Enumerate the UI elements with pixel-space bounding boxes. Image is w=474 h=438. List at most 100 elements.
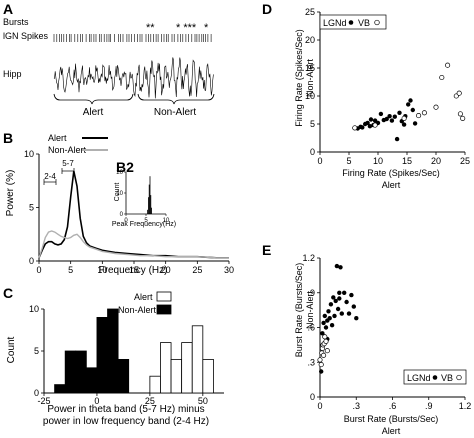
scatter-point-lgnd [327, 316, 332, 321]
x-tick-label: .3 [352, 401, 360, 411]
scatter-point-lgnd [338, 265, 343, 270]
panel-d-ylabel-line2: Non-Alert [305, 58, 315, 97]
scatter-point-vb [324, 348, 330, 354]
panel-b2-ylabel: Count [114, 183, 121, 202]
x-tick-label: 25 [460, 156, 470, 166]
x-tick-label: 25 [145, 396, 155, 406]
panel-c-legend: Alert Non-Alert [118, 291, 172, 315]
histogram-bar [151, 207, 152, 214]
panel-d-legend: LGNd VB [319, 14, 387, 30]
panel-b2-label: B2 [116, 159, 134, 175]
histogram-bar-alert [170, 358, 183, 394]
panel-e-label: E [262, 242, 271, 258]
scatter-point-vb [445, 62, 451, 68]
legend-label-vb: VB [358, 18, 370, 28]
scatter-point-vb [439, 74, 445, 81]
alert-segment-brace [53, 93, 134, 105]
burst-marker: * [204, 22, 209, 34]
histogram-bar-non-alert [117, 358, 130, 394]
y-tick-label: 1.2 [302, 253, 315, 263]
histogram-bar-non-alert [75, 350, 87, 394]
x-tick-label: .6 [389, 401, 397, 411]
scatter-point-vb [416, 113, 422, 119]
scatter-point-lgnd [326, 309, 331, 314]
scatter-point-lgnd [342, 290, 347, 295]
scatter-point-lgnd [329, 323, 335, 328]
x-tick-label: 30 [224, 265, 234, 275]
scatter-point-vb [456, 90, 462, 96]
panel-d: D Firing Rate (Spikes/Sec) Non-Alert Fir… [262, 1, 470, 190]
scatter-point-lgnd [331, 295, 336, 300]
panel-e-axes: 0 .3 .6 .9 1.2 0 .3 .6 .9 1.2 [302, 253, 471, 411]
scatter-point-lgnd [389, 118, 395, 123]
histogram-bar-alert [191, 325, 204, 394]
histogram-bar [148, 197, 149, 214]
histogram-bar-alert [202, 358, 214, 394]
hippocampal-eeg-trace [53, 57, 214, 99]
x-tick-label: 15 [402, 156, 412, 166]
y-tick-label: 10 [305, 91, 315, 101]
scatter-point-lgnd [339, 311, 344, 316]
scatter-point-lgnd [408, 98, 413, 103]
panel-d-label: D [262, 1, 272, 17]
panel-e-ylabel-line1: Burst Rate (Bursts/Sec) [294, 263, 304, 358]
scatter-point-lgnd [335, 306, 341, 312]
histogram-bar-non-alert [107, 308, 119, 394]
histogram-bar [148, 184, 150, 214]
histogram-bar [150, 195, 152, 214]
lgn-spike-raster [53, 34, 212, 42]
legend-marker-lgnd [348, 20, 354, 25]
histogram-bar-non-alert [85, 367, 98, 394]
scatter-point-vb [460, 115, 466, 121]
panel-b-axes: 0 5 10 15 20 25 30 0 5 10 [24, 149, 234, 275]
series-line-alert [38, 170, 229, 259]
panel-b2-bars [147, 176, 152, 214]
scatter-point-lgnd [328, 302, 334, 307]
y-tick-label: 10 [24, 149, 34, 159]
scatter-point-lgnd [332, 313, 337, 319]
histogram-bar-alert [181, 342, 193, 394]
x-tick-label: .9 [425, 401, 433, 411]
scatter-point-lgnd [387, 114, 392, 119]
scatter-point-lgnd [401, 122, 407, 127]
histogram-bar-non-alert [96, 316, 108, 394]
scatter-point-vb [323, 338, 329, 344]
panel-c-label: C [3, 285, 13, 301]
scatter-point-lgnd [368, 117, 374, 122]
scatter-point-lgnd [365, 120, 370, 126]
histogram-bar [149, 176, 151, 214]
y-tick-label: 10 [29, 304, 39, 314]
scatter-point-lgnd [392, 114, 397, 119]
bursts-row-label: Bursts [3, 17, 29, 27]
scatter-point-lgnd [406, 102, 411, 107]
scatter-point-lgnd [351, 304, 356, 309]
scatter-point-vb [372, 122, 378, 128]
panel-d-xlabel-line2: Alert [382, 180, 401, 190]
panel-d-axes: 0 5 10 15 20 25 0 5 10 15 20 25 [305, 7, 470, 166]
y-tick-label: 0 [310, 392, 315, 402]
legend-label-vb: VB [441, 373, 453, 383]
scatter-point-lgnd [322, 313, 327, 319]
legend-marker-vb [374, 19, 380, 26]
legend-swatch-non-alert [156, 304, 172, 315]
x-tick-label: 20 [161, 265, 171, 275]
x-tick-label: 5 [144, 218, 148, 224]
panel-b-ylabel: Power (%) [5, 170, 16, 217]
y-tick-label: 5 [29, 203, 34, 213]
scatter-point-lgnd [378, 111, 384, 117]
panel-b2-axes: 0 5 10 0 10 20 [116, 170, 170, 224]
x-tick-label: 0 [36, 265, 41, 275]
x-tick-label: 15 [129, 265, 139, 275]
scatter-point-lgnd [354, 316, 359, 321]
scatter-point-lgnd [320, 331, 325, 336]
lgn-spikes-row-label: lGN Spikes [3, 31, 49, 41]
x-tick-label: 10 [97, 265, 107, 275]
burst-marker: ** [146, 22, 155, 34]
x-tick-label: 0 [124, 218, 128, 224]
panel-b-xlabel: Frequency (Hz) [99, 265, 168, 276]
legend-swatch-alert [156, 291, 172, 302]
x-tick-label: 0 [317, 156, 322, 166]
scatter-point-lgnd [337, 290, 342, 295]
scatter-point-vb [401, 115, 407, 121]
